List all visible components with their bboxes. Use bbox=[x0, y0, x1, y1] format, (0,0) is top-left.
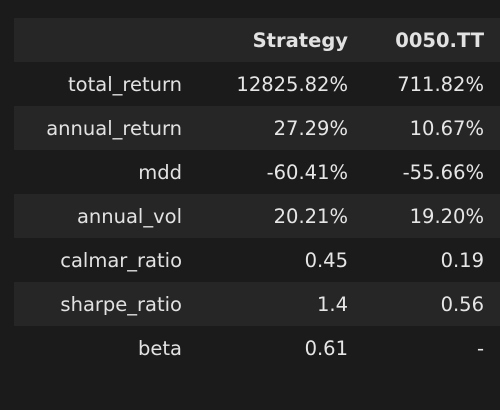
benchmark-column-header: 0050.TT bbox=[364, 18, 500, 62]
table-row: calmar_ratio 0.45 0.19 bbox=[14, 238, 500, 282]
table-row: sharpe_ratio 1.4 0.56 bbox=[14, 282, 500, 326]
table-row: beta 0.61 - bbox=[14, 326, 500, 370]
index-header bbox=[14, 18, 198, 62]
table-row: annual_vol 20.21% 19.20% bbox=[14, 194, 500, 238]
strategy-value: 12825.82% bbox=[198, 62, 364, 106]
benchmark-value: -55.66% bbox=[364, 150, 500, 194]
benchmark-value: 711.82% bbox=[364, 62, 500, 106]
metrics-table: Strategy 0050.TT total_return 12825.82% … bbox=[14, 18, 500, 370]
row-label: beta bbox=[14, 326, 198, 370]
strategy-value: 20.21% bbox=[198, 194, 364, 238]
strategy-value: 27.29% bbox=[198, 106, 364, 150]
row-label: annual_return bbox=[14, 106, 198, 150]
table-header-row: Strategy 0050.TT bbox=[14, 18, 500, 62]
strategy-value: 0.61 bbox=[198, 326, 364, 370]
row-label: total_return bbox=[14, 62, 198, 106]
benchmark-value: 19.20% bbox=[364, 194, 500, 238]
table-row: mdd -60.41% -55.66% bbox=[14, 150, 500, 194]
benchmark-value: 0.19 bbox=[364, 238, 500, 282]
strategy-value: -60.41% bbox=[198, 150, 364, 194]
table-row: total_return 12825.82% 711.82% bbox=[14, 62, 500, 106]
row-label: annual_vol bbox=[14, 194, 198, 238]
row-label: mdd bbox=[14, 150, 198, 194]
strategy-value: 1.4 bbox=[198, 282, 364, 326]
row-label: sharpe_ratio bbox=[14, 282, 198, 326]
benchmark-value: 0.56 bbox=[364, 282, 500, 326]
benchmark-value: 10.67% bbox=[364, 106, 500, 150]
strategy-value: 0.45 bbox=[198, 238, 364, 282]
benchmark-value: - bbox=[364, 326, 500, 370]
table-row: annual_return 27.29% 10.67% bbox=[14, 106, 500, 150]
strategy-column-header: Strategy bbox=[198, 18, 364, 62]
row-label: calmar_ratio bbox=[14, 238, 198, 282]
